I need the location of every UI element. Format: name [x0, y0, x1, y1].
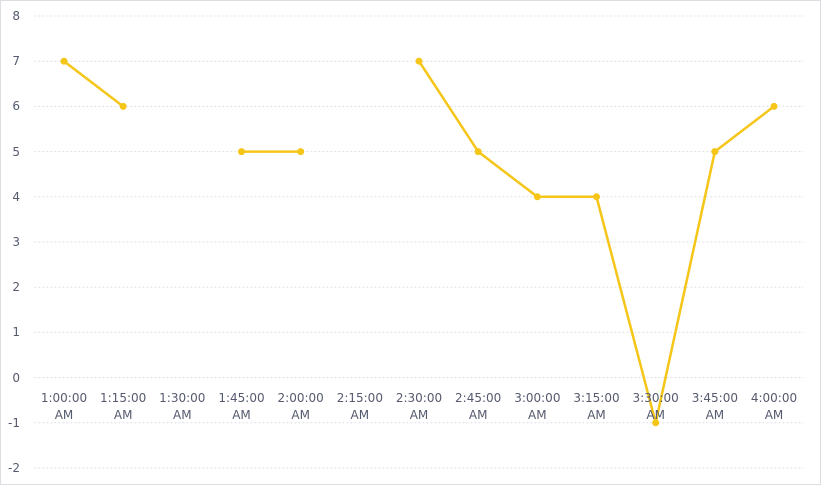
- x-tick-label: 1:30:00 AM: [159, 391, 206, 422]
- y-tick-label: 5: [12, 144, 20, 159]
- x-tick-label: 3:45:00 AM: [691, 391, 738, 422]
- x-tick-label: 1:15:00 AM: [100, 391, 147, 422]
- line: [63, 60, 775, 425]
- x-tick-label: 3:30:00 AM: [632, 391, 679, 422]
- x-tick-label: 4:00:00 AM: [750, 391, 798, 422]
- x-tick-label: 2:15:00 AM: [336, 391, 383, 422]
- x-tick-label: 3:15:00 AM: [573, 391, 620, 422]
- y-tick-label: 2: [12, 280, 20, 295]
- y-tick-label: 0: [12, 370, 20, 385]
- y-tick-label: 6: [12, 99, 20, 114]
- y-tick-label: 7: [12, 54, 20, 69]
- x-tick-label: 2:30:00 AM: [395, 391, 443, 422]
- y-tick-label: -1: [8, 415, 20, 430]
- x-tick-label: 2:00:00 AM: [277, 391, 324, 422]
- y-tick-label: 4: [12, 189, 20, 204]
- x-tick-label: 3:00:00 AM: [514, 391, 561, 422]
- x-tick-label: 2:45:00 AM: [455, 391, 502, 422]
- y-tick-label: 3: [12, 235, 20, 249]
- x-tick-label: 1:00:00 AM: [40, 391, 88, 422]
- y-tick-label: -2: [8, 461, 20, 475]
- y-tick-label: 1: [12, 325, 20, 340]
- y-tick-label: 8: [12, 9, 20, 23]
- x-tick-label: 1:45:00 AM: [218, 391, 265, 422]
